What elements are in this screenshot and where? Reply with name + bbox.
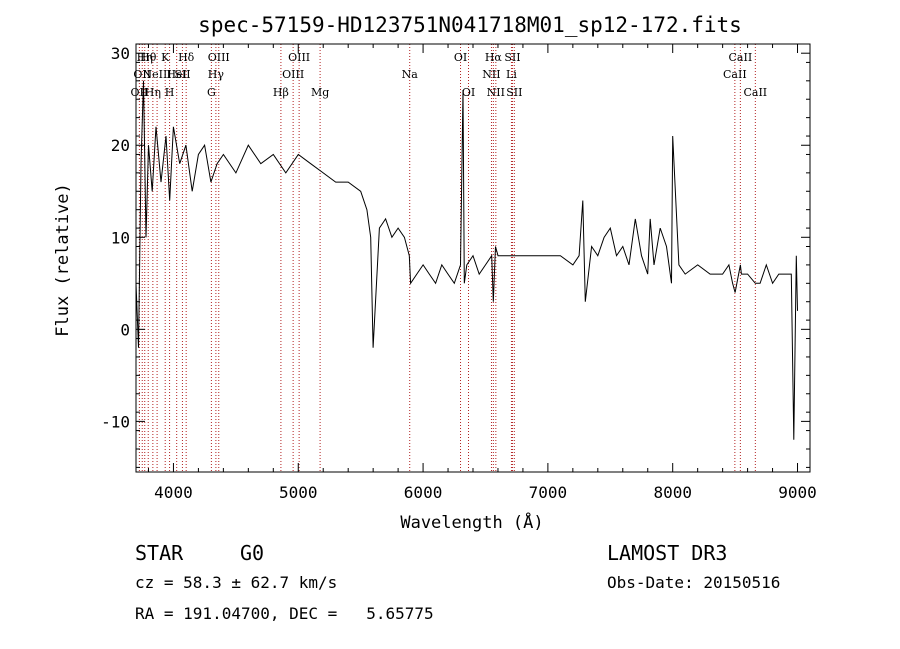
x-axis-label: Wavelength (Å)	[400, 511, 543, 533]
line-marker-label-10: Hδ	[178, 51, 195, 64]
line-marker-label-6: K	[161, 51, 170, 64]
line-marker-label-23: NII	[487, 86, 505, 99]
line-marker-label-2: Hη	[137, 51, 153, 64]
x-tick-label-4: 8000	[653, 483, 692, 502]
line-marker-label-28: CaII	[729, 51, 753, 64]
coordinates-label: RA = 191.04700, DEC = 5.65775	[135, 604, 434, 623]
line-marker-label-1: OII	[133, 68, 151, 81]
line-marker-label-7: H	[165, 86, 175, 99]
x-tick-label-0: 4000	[154, 483, 193, 502]
plot-frame	[135, 43, 811, 473]
line-marker-label-20: OI	[462, 86, 475, 99]
subclass-label: G0	[240, 541, 264, 565]
y-tick-label-1: 0	[120, 320, 130, 339]
line-marker-label-15: OIII	[282, 68, 304, 81]
x-tick-label-5: 9000	[778, 483, 817, 502]
line-marker-label-18: Na	[402, 68, 419, 81]
line-marker-label-8: HeI	[166, 68, 186, 81]
line-marker-label-29: CaII	[743, 86, 767, 99]
line-marker-label-22: Hα	[485, 51, 503, 64]
x-tick-label-2: 6000	[404, 483, 443, 502]
object-class-label: STAR	[135, 541, 184, 565]
line-marker-label-3: Hθ	[140, 51, 157, 64]
line-marker-labels: OIIOIIHηHθHηNeIIIKHHeISIIHδGHγOIIIHβOIII…	[131, 51, 768, 99]
line-marker-label-12: Hγ	[208, 68, 225, 81]
line-marker-label-14: Hβ	[273, 86, 289, 99]
y-tick-label-0: -10	[101, 412, 130, 431]
line-marker-label-21: NII	[482, 68, 500, 81]
x-tick-label-3: 7000	[529, 483, 568, 502]
y-axis-label: Flux (relative)	[53, 183, 73, 337]
x-tick-label-1: 5000	[279, 483, 318, 502]
line-marker-label-4: Hη	[145, 86, 161, 99]
line-marker-label-16: OIII	[288, 51, 310, 64]
y-tick-label-3: 20	[111, 136, 130, 155]
line-marker-label-13: OIII	[208, 51, 230, 64]
obs-date-label: Obs-Date: 20150516	[607, 573, 780, 592]
y-tick-label-2: 10	[111, 228, 130, 247]
line-marker-label-27: CaII	[723, 68, 747, 81]
line-marker-label-11: G	[207, 86, 216, 99]
redshift-label: cz = 58.3 ± 62.7 km/s	[135, 573, 337, 592]
survey-label: LAMOST DR3	[607, 541, 727, 565]
y-axis-ticks: -10 0 10 20 30	[101, 44, 810, 468]
y-tick-label-4: 30	[111, 44, 130, 63]
line-marker-label-25: SII	[504, 51, 520, 64]
spectrum-series-line	[135, 80, 798, 440]
line-marker-label-17: Mg	[311, 86, 329, 99]
x-axis-ticks: 4000 5000 6000 7000 8000 9000	[147, 44, 817, 502]
line-marker-label-24: Li	[506, 68, 517, 81]
line-marker-label-19: OI	[454, 51, 467, 64]
line-marker-label-9: SII	[174, 68, 190, 81]
chart-title: spec-57159-HD123751N041718M01_sp12-172.f…	[198, 13, 742, 37]
line-markers	[138, 44, 756, 472]
line-marker-label-26: SII	[506, 86, 522, 99]
line-marker-label-5: NeIII	[143, 68, 172, 81]
